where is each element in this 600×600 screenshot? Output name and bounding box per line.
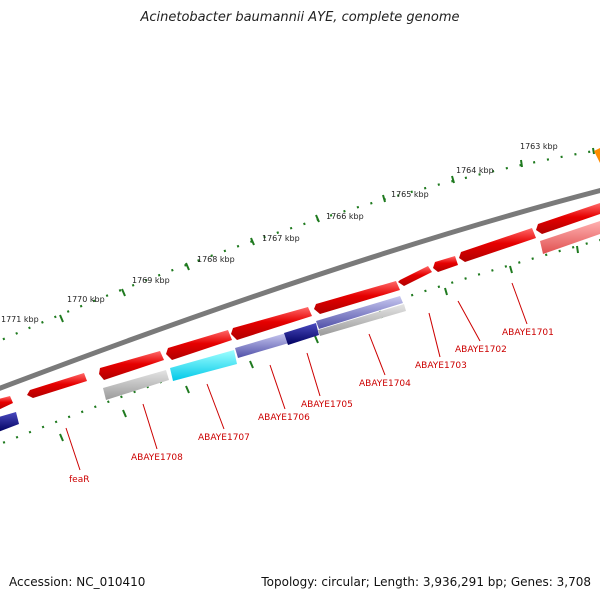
gene-feature[interactable]: [103, 370, 169, 400]
major-tick: [314, 335, 319, 344]
scale-label: 1764 kbp: [456, 166, 494, 175]
gene-arrow[interactable]: [314, 281, 400, 314]
label-leader: [428, 312, 441, 358]
major-tick: [509, 265, 513, 274]
gene-feature[interactable]: [235, 333, 289, 358]
gene-feature[interactable]: [540, 221, 600, 254]
gene-label[interactable]: ABAYE1707: [198, 433, 250, 443]
accession-text: Accession: NC_010410: [9, 575, 146, 589]
major-tick: [520, 159, 523, 168]
major-tick: [121, 288, 126, 297]
gene-label[interactable]: ABAYE1708: [131, 453, 183, 463]
scale-label: 1771 kbp: [1, 315, 39, 324]
major-tick: [250, 237, 255, 246]
major-tick: [185, 385, 190, 394]
scale-label: 1769 kbp: [132, 276, 170, 285]
gene-arrow[interactable]: [594, 148, 600, 163]
genome-backbone: [0, 188, 600, 391]
gene-labels: ABAYE1701 ABAYE1702 ABAYE1703 ABAYE1704 …: [69, 328, 554, 485]
gene-feature[interactable]: [170, 350, 237, 381]
label-leader: [142, 403, 158, 450]
gene-label[interactable]: ABAYE1701: [502, 328, 554, 338]
gene-arrow[interactable]: [0, 412, 19, 432]
major-tick: [592, 147, 595, 155]
major-tick: [444, 287, 448, 296]
major-tick: [249, 360, 254, 369]
label-leader: [306, 352, 321, 397]
label-leaders: [65, 282, 528, 471]
gene-arrow[interactable]: [27, 373, 87, 398]
label-leader: [206, 383, 225, 430]
outer-scale: 1763 kbp 1764 kbp 1765 kbp 1766 kbp 1767…: [0, 142, 600, 342]
gene-label[interactable]: ABAYE1704: [359, 379, 411, 389]
gene-arrow[interactable]: [433, 256, 458, 272]
gene-arrow[interactable]: [398, 266, 432, 286]
label-leader: [269, 364, 286, 410]
major-tick: [576, 245, 579, 254]
gene-feature[interactable]: [318, 304, 406, 336]
gene-arrow[interactable]: [99, 351, 164, 380]
gene-arrow[interactable]: [284, 323, 319, 345]
gene-arrow[interactable]: [0, 396, 13, 410]
major-tick: [59, 433, 64, 442]
major-tick: [59, 314, 64, 323]
gene-label[interactable]: ABAYE1705: [301, 400, 353, 410]
scale-label: 1770 kbp: [67, 295, 105, 304]
gene-label[interactable]: feaR: [69, 475, 89, 485]
forward-strand-track: [0, 148, 600, 410]
reverse-strand-track: [0, 221, 600, 432]
gene-label[interactable]: ABAYE1706: [258, 413, 310, 423]
label-leader: [368, 333, 386, 376]
map-title: Acinetobacter baumannii AYE, complete ge…: [140, 10, 460, 25]
genome-summary-text: Topology: circular; Length: 3,936,291 bp…: [261, 575, 591, 589]
scale-label: 1765 kbp: [391, 190, 429, 199]
label-leader: [65, 427, 81, 471]
scale-label: 1767 kbp: [262, 234, 300, 243]
gene-arrow[interactable]: [166, 330, 232, 360]
gene-feature[interactable]: [316, 296, 403, 329]
major-tick: [315, 214, 320, 223]
label-leader: [511, 282, 528, 325]
major-tick: [382, 194, 386, 203]
gene-arrow[interactable]: [536, 203, 600, 234]
gene-arrow[interactable]: [231, 307, 312, 340]
gene-label[interactable]: ABAYE1703: [415, 361, 467, 371]
major-tick: [122, 409, 127, 418]
major-tick: [185, 262, 190, 271]
scale-label: 1766 kbp: [326, 212, 364, 221]
scale-label: 1763 kbp: [520, 142, 558, 151]
gene-label[interactable]: ABAYE1702: [455, 345, 507, 355]
major-tick: [451, 175, 455, 184]
gene-arrow[interactable]: [459, 228, 536, 262]
label-leader: [457, 300, 481, 342]
scale-label: 1768 kbp: [197, 255, 235, 264]
